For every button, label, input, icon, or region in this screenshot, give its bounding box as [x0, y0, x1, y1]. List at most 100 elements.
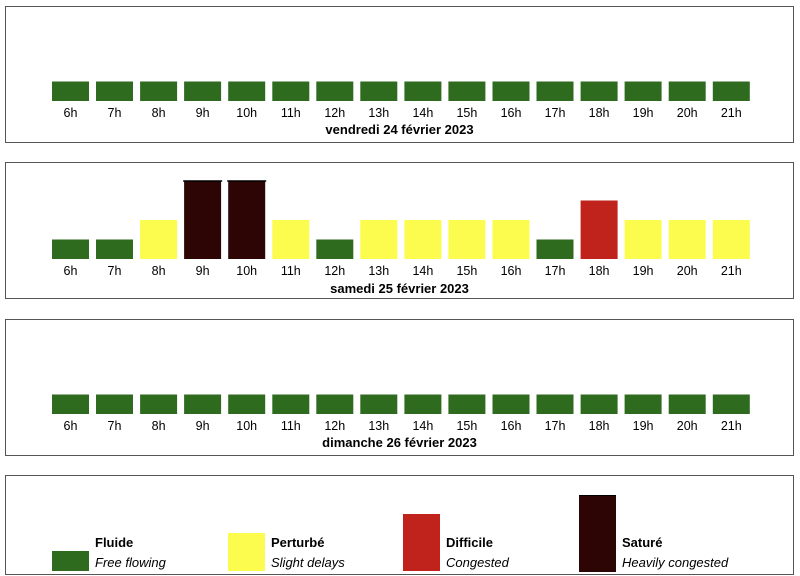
tick-label-7h: 7h	[108, 106, 122, 120]
bar-15h	[448, 394, 486, 414]
bar-14h	[404, 81, 442, 101]
bar-10h	[228, 181, 266, 259]
bar-10h	[228, 81, 266, 101]
bar-6h	[52, 239, 89, 259]
tick-label-13h: 13h	[368, 419, 389, 433]
chart-title-sunday: dimanche 26 février 2023	[322, 435, 477, 450]
tick-label-13h: 13h	[368, 106, 389, 120]
tick-label-6h: 6h	[64, 419, 78, 433]
bar-18h	[580, 81, 618, 101]
bar-12h	[316, 239, 354, 259]
bar-6h	[52, 394, 89, 414]
bar-15h	[448, 220, 486, 259]
tick-label-9h: 9h	[196, 264, 210, 278]
tick-label-8h: 8h	[152, 419, 166, 433]
bar-20h	[668, 394, 706, 414]
legend-label-fluide: Fluide	[95, 535, 134, 550]
tick-label-20h: 20h	[677, 264, 698, 278]
bar-19h	[624, 220, 662, 259]
tick-label-10h: 10h	[236, 106, 257, 120]
tick-label-10h: 10h	[236, 264, 257, 278]
bar-15h	[448, 81, 486, 101]
chart-panel-saturday: 6h 7h 8h 9h 10h 11h 12h 13h 14h 15h 16h 17h 18h 19h 20…	[5, 162, 794, 299]
tick-label-11h: 11h	[281, 419, 301, 433]
bar-14h	[404, 394, 442, 414]
tick-label-14h: 14h	[412, 264, 433, 278]
tick-label-16h: 16h	[501, 264, 522, 278]
tick-label-15h: 15h	[456, 419, 477, 433]
tick-label-18h: 18h	[589, 106, 610, 120]
bar-17h	[536, 239, 574, 259]
tick-label-21h: 21h	[721, 419, 742, 433]
legend-desc-difficile: Congested	[446, 555, 509, 570]
tick-label-15h: 15h	[456, 264, 477, 278]
bar-16h	[492, 81, 530, 101]
bar-chart-sunday: 6h 7h 8h 9h 10h 11h 12h 13h 14h 15h 16h 17h 18h 19h 20…	[52, 394, 750, 433]
bar-9h	[184, 81, 222, 101]
tick-label-6h: 6h	[64, 106, 78, 120]
bar-chart-saturday: 6h 7h 8h 9h 10h 11h 12h 13h 14h 15h 16h 17h 18h 19h 20…	[52, 180, 750, 278]
tick-label-18h: 18h	[589, 264, 610, 278]
tick-label-11h: 11h	[281, 106, 301, 120]
legend-label-difficile: Difficile	[446, 535, 493, 550]
tick-label-12h: 12h	[324, 419, 345, 433]
legend-swatch-fluide	[52, 551, 89, 571]
bar-18h	[580, 200, 618, 259]
bar-8h	[140, 394, 178, 414]
tick-label-7h: 7h	[108, 264, 122, 278]
bar-6h	[52, 81, 89, 101]
legend-swatch-difficile	[403, 514, 440, 571]
tick-label-14h: 14h	[412, 419, 433, 433]
tick-label-21h: 21h	[721, 264, 742, 278]
bar-13h	[360, 81, 398, 101]
bar-12h	[316, 81, 354, 101]
tick-label-10h: 10h	[236, 419, 257, 433]
tick-label-16h: 16h	[501, 419, 522, 433]
tick-label-17h: 17h	[545, 106, 566, 120]
tick-label-12h: 12h	[324, 264, 345, 278]
chart-title-friday: vendredi 24 février 2023	[325, 122, 474, 137]
bar-11h	[272, 81, 310, 101]
legend-swatch-sature	[579, 495, 616, 572]
tick-label-17h: 17h	[545, 419, 566, 433]
tick-label-9h: 9h	[196, 106, 210, 120]
tick-label-21h: 21h	[721, 106, 742, 120]
tick-label-16h: 16h	[501, 106, 522, 120]
tick-label-19h: 19h	[633, 264, 654, 278]
tick-label-9h: 9h	[196, 419, 210, 433]
bar-21h	[712, 394, 750, 414]
bar-9h	[184, 181, 222, 259]
bar-19h	[624, 394, 662, 414]
legend-desc-fluide: Free flowing	[95, 555, 166, 570]
tick-label-11h: 11h	[281, 264, 301, 278]
tick-label-15h: 15h	[456, 106, 477, 120]
legend-label-perturbe: Perturbé	[271, 535, 325, 550]
tick-label-12h: 12h	[324, 106, 345, 120]
chart-panel-friday: 6h 7h 8h 9h 10h 11h 12h 13h 14h 15h 16h 17h 18h 19h 20…	[5, 6, 794, 143]
legend-panel: Fluide Free flowing Perturbé Slight dela…	[5, 475, 794, 575]
tick-label-13h: 13h	[368, 264, 389, 278]
bar-7h	[96, 239, 133, 259]
tick-label-17h: 17h	[545, 264, 566, 278]
bar-13h	[360, 220, 398, 259]
bar-8h	[140, 81, 178, 101]
tick-label-20h: 20h	[677, 419, 698, 433]
bar-11h	[272, 220, 310, 259]
chart-panel-sunday: 6h 7h 8h 9h 10h 11h 12h 13h 14h 15h 16h 17h 18h 19h 20…	[5, 319, 794, 456]
legend-desc-perturbe: Slight delays	[271, 555, 345, 570]
bar-10h	[228, 394, 266, 414]
chart-title-saturday: samedi 25 février 2023	[330, 281, 469, 296]
bar-20h	[668, 81, 706, 101]
tick-label-19h: 19h	[633, 106, 654, 120]
bar-19h	[624, 81, 662, 101]
tick-label-14h: 14h	[412, 106, 433, 120]
bar-12h	[316, 394, 354, 414]
bar-17h	[536, 81, 574, 101]
bar-11h	[272, 394, 310, 414]
legend-desc-sature: Heavily congested	[622, 555, 729, 570]
legend-swatch-perturbe	[228, 533, 265, 571]
tick-label-8h: 8h	[152, 264, 166, 278]
bar-13h	[360, 394, 398, 414]
tick-label-19h: 19h	[633, 419, 654, 433]
bar-21h	[712, 220, 750, 259]
